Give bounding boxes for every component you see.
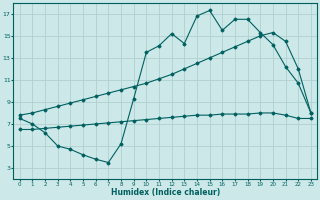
- X-axis label: Humidex (Indice chaleur): Humidex (Indice chaleur): [111, 188, 220, 197]
